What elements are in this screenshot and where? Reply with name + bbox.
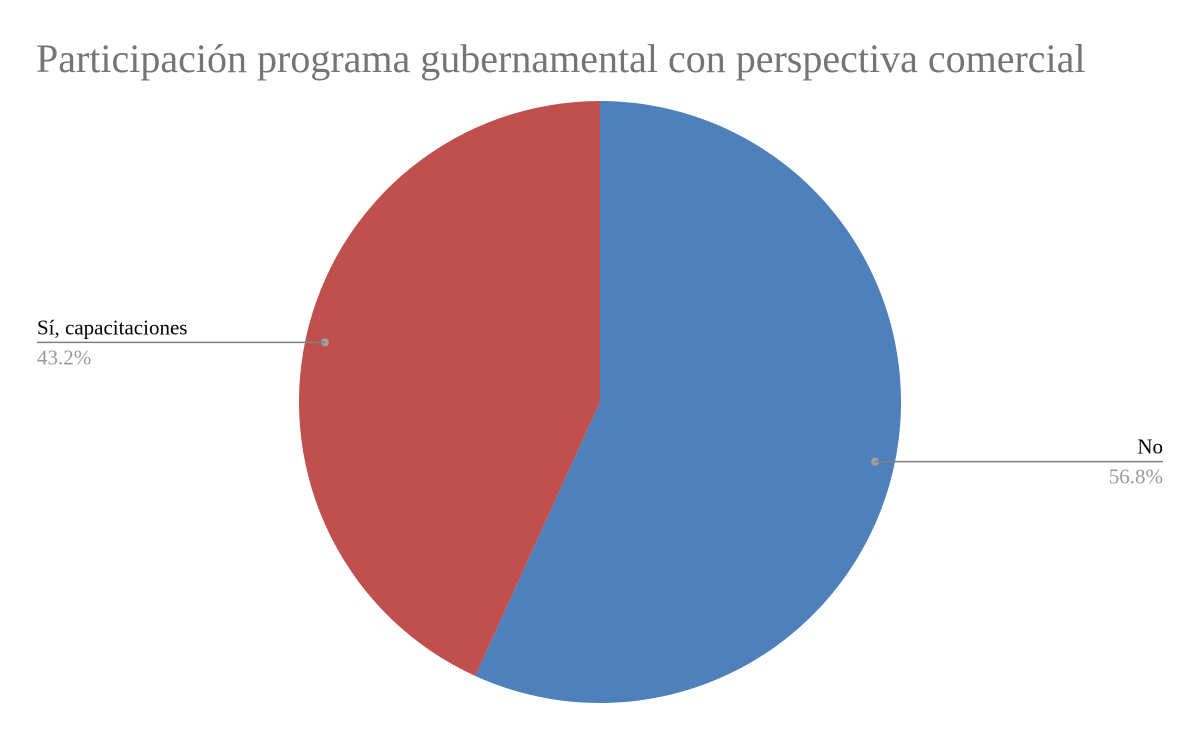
slice-label-no: No <box>1137 435 1163 459</box>
pie-slices <box>299 101 901 703</box>
pie-slice-si-capacitaciones <box>299 101 600 676</box>
slice-label-si-capacitaciones: Sí, capacitaciones <box>37 315 187 339</box>
chart-title: Participación programa gubernamental con… <box>36 36 1086 81</box>
pie-slice-no <box>475 101 901 703</box>
slice-percent-no: 56.8% <box>1109 465 1163 489</box>
slice-labels: No 56.8% Sí, capacitaciones 43.2% <box>37 315 1163 489</box>
slice-percent-si-capacitaciones: 43.2% <box>37 345 91 369</box>
